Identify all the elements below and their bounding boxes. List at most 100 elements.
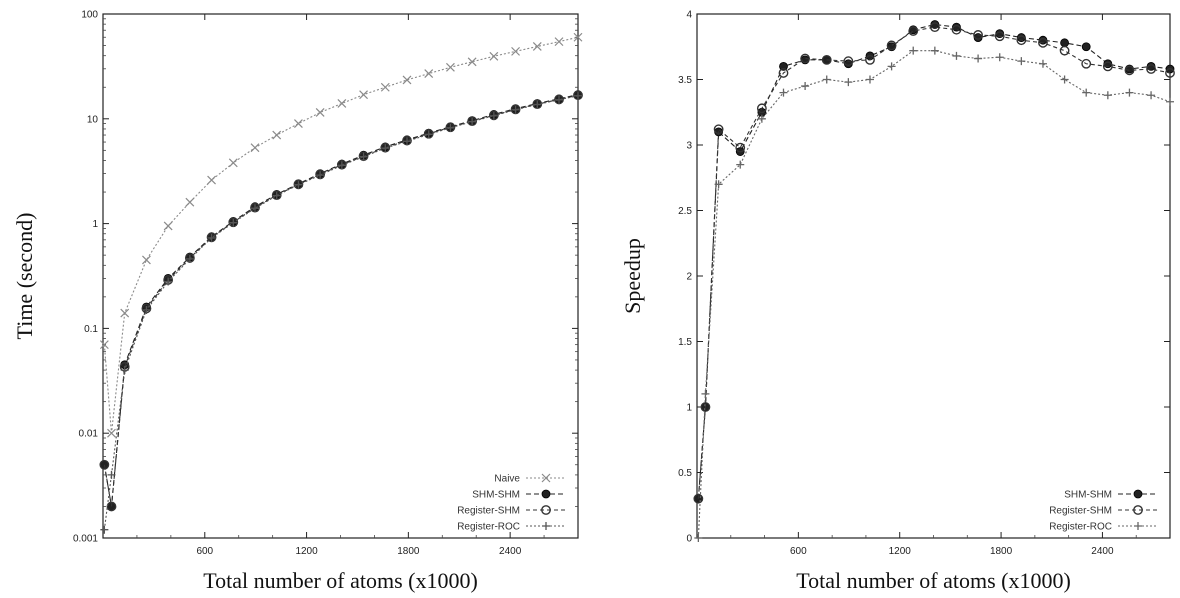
speedup-series-register-roc: [694, 46, 1174, 542]
speedup-point-register-roc: [1125, 88, 1134, 97]
time-y-tick-label: 0.01: [79, 429, 99, 440]
speedup-point-register-shm: [1124, 65, 1135, 76]
speedup-legend: SHM-SHM Register-SHM Register-ROC: [1049, 490, 1158, 533]
speedup-point-register-roc: [714, 180, 723, 189]
speedup-point-register-shm: [886, 40, 897, 51]
time-point-naive: [120, 308, 130, 318]
time-point-register-roc: [207, 233, 216, 242]
time-series-register-roc: [100, 91, 582, 534]
speedup-point-register-shm: [800, 53, 811, 64]
speedup-point-shm-shm: [1081, 42, 1091, 52]
speedup-legend-marker: [1134, 522, 1142, 530]
speedup-legend-marker: [1133, 489, 1143, 499]
time-line-register-shm: [103, 94, 579, 507]
speedup-point-register-shm: [700, 402, 711, 412]
time-point-naive: [489, 51, 499, 61]
time-point-naive: [272, 130, 282, 140]
time-y-tick-label: 0.001: [73, 534, 98, 545]
time-legend-label: Register-SHM: [457, 506, 520, 517]
time-point-naive: [228, 158, 238, 168]
time-x-tick-label: 1200: [295, 546, 318, 557]
speedup-y-tick-label: 0: [686, 534, 692, 545]
time-legend-label: Register-ROC: [457, 522, 520, 533]
speedup-point-register-shm: [1165, 68, 1175, 78]
speedup-point-register-shm: [756, 103, 767, 114]
time-plot-frame: [102, 13, 579, 539]
time-point-register-roc: [272, 191, 281, 200]
speedup-point-register-roc: [694, 534, 703, 542]
speedup-point-register-roc: [995, 53, 1004, 62]
speedup-y-tick-label: 1: [686, 403, 692, 414]
speedup-point-register-roc: [887, 62, 896, 71]
speedup-point-register-roc: [844, 78, 853, 87]
speedup-y-axis-title: Speedup: [620, 238, 645, 314]
time-point-naive: [554, 37, 564, 47]
time-legend-marker: [541, 489, 551, 499]
time-point-naive: [207, 175, 216, 185]
time-chart: 0.001 0.01 0.1 1 10 100 600 1200 1800 2400 Total n…: [12, 10, 583, 593]
time-point-naive: [424, 69, 434, 79]
speedup-point-register-roc: [701, 389, 710, 398]
speedup-point-register-roc: [1166, 97, 1174, 106]
speedup-series-shm-shm: [693, 20, 1175, 504]
time-legend-label: Naive: [494, 474, 520, 485]
time-point-register-shm: [99, 459, 110, 470]
speedup-point-register-shm: [1146, 64, 1156, 74]
speedup-point-register-roc: [974, 54, 983, 63]
speedup-point-register-shm: [1016, 35, 1027, 46]
speedup-point-register-shm: [1059, 45, 1070, 56]
speedup-point-register-roc: [865, 75, 874, 84]
time-point-register-roc: [337, 161, 346, 170]
time-point-naive: [142, 255, 151, 265]
time-point-register-roc: [359, 152, 368, 161]
speedup-point-register-shm: [778, 68, 789, 78]
time-point-naive: [163, 221, 173, 231]
speedup-legend-label: Register-ROC: [1049, 522, 1112, 533]
speedup-point-register-shm: [994, 31, 1005, 42]
time-point-naive: [250, 143, 260, 153]
time-point-register-roc: [100, 525, 109, 534]
time-point-naive: [573, 32, 583, 42]
time-point-naive: [99, 340, 109, 350]
time-y-tick-label: 100: [81, 10, 98, 21]
speedup-legend-label: Register-SHM: [1049, 506, 1112, 517]
speedup-line-register-shm: [697, 26, 1171, 499]
speedup-x-axis-title: Total number of atoms (x1000): [796, 568, 1071, 593]
speedup-point-register-roc: [930, 46, 939, 55]
speedup-x-tick-label: 600: [790, 546, 807, 557]
time-point-register-roc: [185, 254, 194, 263]
speedup-y-tick-label: 3.5: [678, 75, 692, 86]
speedup-point-register-shm: [821, 54, 832, 65]
time-x-tick-label: 2400: [499, 546, 522, 557]
speedup-line-register-roc: [697, 50, 1171, 539]
speedup-point-register-roc: [757, 114, 766, 123]
speedup-point-register-roc: [1038, 59, 1047, 68]
time-y-tick-label: 10: [87, 114, 99, 125]
time-point-register-roc: [229, 218, 238, 227]
speedup-x-tick-label: 2400: [1091, 546, 1114, 557]
time-x-tick-label: 600: [196, 546, 213, 557]
speedup-legend-label: SHM-SHM: [1064, 490, 1112, 501]
time-point-register-roc: [381, 144, 390, 153]
time-line-shm-shm: [103, 94, 579, 507]
time-point-register-roc: [555, 95, 563, 104]
time-point-naive: [315, 108, 325, 117]
speedup-point-register-roc: [801, 82, 810, 91]
time-point-register-roc: [403, 137, 411, 146]
time-point-naive: [380, 82, 390, 92]
time-legend-marker: [542, 522, 550, 530]
time-point-register-roc: [424, 130, 433, 139]
time-y-axis-title: Time (second): [12, 213, 37, 340]
speedup-point-register-roc: [1082, 88, 1091, 97]
speedup-y-tick-label: 3: [686, 141, 692, 152]
speedup-chart: 0 0.5 1 1.5 2 2.5 3 3.5 4 600 1200 1800 2400 Total nu…: [620, 10, 1175, 593]
time-line-naive: [103, 36, 579, 434]
time-legend-marker: [541, 473, 551, 483]
time-x-tick-label: 1800: [397, 546, 420, 557]
time-point-naive: [294, 119, 303, 129]
time-point-naive: [467, 57, 477, 67]
speedup-point-register-roc: [1060, 75, 1069, 84]
speedup-point-register-shm: [843, 56, 854, 67]
time-point-register-roc: [120, 366, 129, 375]
